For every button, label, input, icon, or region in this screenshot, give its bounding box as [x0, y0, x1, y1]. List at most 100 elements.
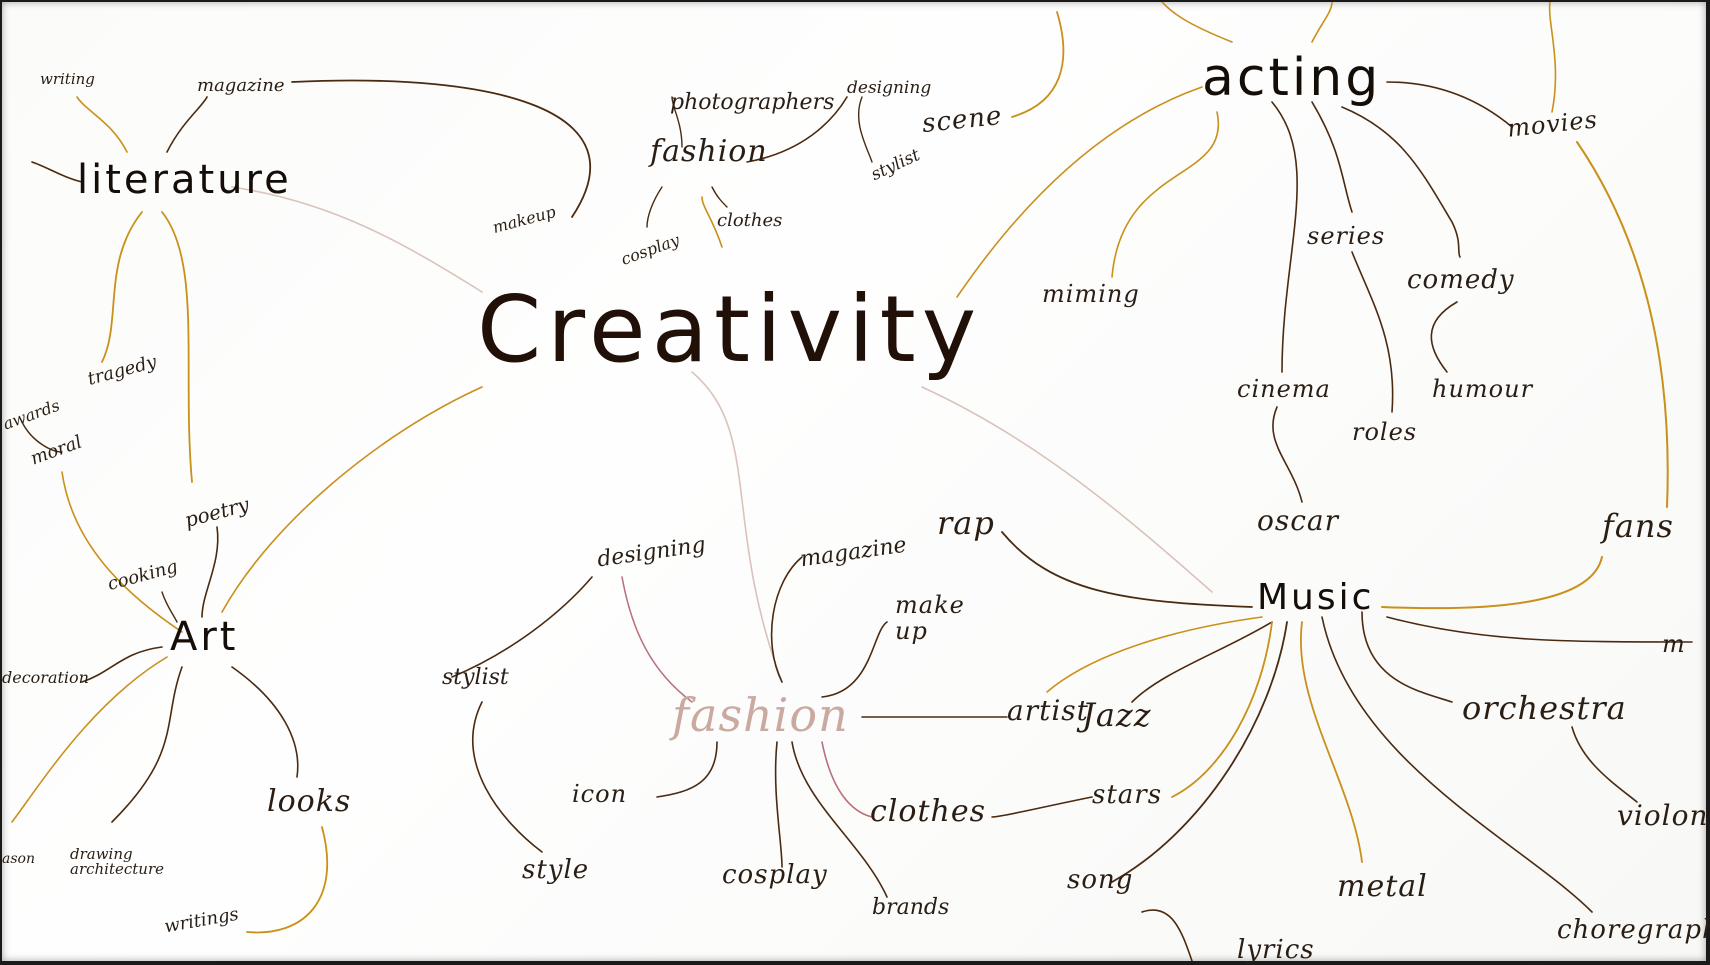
link-designing-fashion-bottom	[621, 576, 693, 703]
link-designing-stylist	[857, 96, 873, 163]
link-creativity-literature	[231, 186, 483, 293]
node-cinema: cinema	[1237, 375, 1331, 403]
node-magazine-literature: magazine	[197, 75, 285, 96]
node-artist: artist	[1007, 694, 1089, 727]
link-acting-miming	[1111, 111, 1220, 278]
link-music-rap	[1001, 531, 1253, 608]
node-ason: ason	[2, 851, 35, 867]
node-scene: scene	[920, 100, 1004, 140]
node-stylist-bottom: stylist	[442, 665, 509, 690]
link-designing-stylist-bottom	[451, 576, 593, 678]
link-fashion-clothes	[711, 186, 728, 208]
link-music-m	[1386, 616, 1693, 643]
node-writing: writing	[40, 70, 95, 88]
link-acting-top-left	[1161, 2, 1233, 43]
link-series-roles	[1351, 251, 1394, 413]
link-fashion-photographers	[671, 96, 683, 148]
link-fashion-cosplay-bottom	[774, 741, 783, 868]
link-fashion-makeup	[821, 621, 888, 698]
link-cinema-oscar	[1272, 406, 1303, 503]
link-comedy-humour	[1430, 301, 1458, 373]
node-photographers: photographers	[670, 90, 835, 115]
link-creativity-acting	[956, 86, 1203, 298]
link-acting-cinema	[1271, 101, 1298, 373]
node-choregraphy: choregraphy	[1557, 915, 1710, 945]
link-orchestra-violon	[1571, 726, 1638, 803]
link-acting-top-right	[1311, 2, 1333, 43]
node-designing-top: designing	[847, 78, 932, 98]
node-clothes-bottom: clothes	[870, 794, 986, 829]
link-music-stars	[1171, 621, 1273, 798]
node-make-up-bottom: make up	[895, 591, 965, 646]
node-acting: acting	[1202, 48, 1382, 108]
link-music-fans	[1381, 556, 1603, 610]
node-decoration: decoration	[2, 668, 89, 687]
link-fashion-icon	[656, 741, 718, 798]
link-art-drawing	[111, 666, 183, 823]
node-brands: brands	[872, 895, 950, 920]
link-literature-magazine	[166, 96, 208, 153]
link-creativity-art	[221, 386, 483, 613]
node-miming: miming	[1042, 280, 1140, 308]
node-comedy: comedy	[1407, 265, 1515, 295]
link-magazine-makeup	[291, 79, 592, 218]
node-cosplay-bottom: cosplay	[722, 860, 828, 890]
link-literature-edge	[31, 161, 83, 183]
link-stars-clothes	[991, 796, 1093, 818]
link-music-artist	[1046, 616, 1263, 693]
link-cooking-art	[161, 591, 178, 623]
link-literature-poetry	[161, 211, 193, 483]
node-fans: fans	[1602, 507, 1674, 545]
link-art-decoration	[81, 646, 163, 683]
node-icon: icon	[572, 780, 628, 808]
node-drawing-architecture: drawing architecture	[70, 845, 165, 878]
link-song-lyrics	[1141, 909, 1193, 961]
node-literature: literature	[77, 157, 292, 203]
link-poetry-art	[201, 526, 219, 618]
link-fashion-cosplay	[646, 186, 663, 228]
node-m-edge: m	[1662, 630, 1686, 658]
node-violon: violon	[1617, 799, 1709, 832]
link-movies-top	[1548, 2, 1557, 113]
link-music-song	[1111, 621, 1288, 883]
link-creativity-fashion-top	[701, 196, 723, 248]
link-music-jazz	[1131, 621, 1273, 703]
node-looks: looks	[267, 784, 352, 819]
node-style: style	[522, 855, 590, 885]
link-music-orchestra	[1361, 611, 1453, 703]
link-fashion-magazine	[770, 556, 803, 683]
link-music-metal	[1300, 621, 1363, 863]
node-fashion-bottom: fashion	[672, 688, 849, 742]
link-art-looks	[231, 666, 299, 778]
node-humour: humour	[1432, 375, 1534, 403]
link-moral-art	[61, 471, 183, 633]
link-fashion-designing	[746, 96, 848, 163]
node-jazz: Jazz	[1082, 696, 1152, 734]
link-awards-moral	[21, 421, 63, 453]
link-scene-acting	[1011, 11, 1065, 118]
node-oscar: oscar	[1257, 504, 1339, 537]
node-clothes-top: clothes	[717, 210, 783, 231]
link-movies-fans	[1576, 141, 1669, 508]
link-looks-writings	[246, 826, 328, 934]
node-orchestra: orchestra	[1462, 689, 1627, 727]
node-music: Music	[1257, 577, 1375, 618]
link-acting-comedy	[1341, 106, 1461, 258]
link-creativity-music	[921, 386, 1213, 593]
node-rap: rap	[937, 504, 995, 542]
node-metal: metal	[1337, 869, 1428, 904]
link-stylist-style	[472, 701, 543, 853]
node-stars: stars	[1092, 780, 1163, 810]
node-art: Art	[170, 614, 239, 660]
link-fashion-brands	[791, 741, 888, 898]
central-node: Creativity	[477, 276, 983, 383]
link-literature-writing	[76, 96, 128, 153]
node-roles: roles	[1352, 418, 1418, 446]
link-fashion-clothes-bottom	[821, 741, 873, 818]
node-lyrics: lyrics	[1237, 935, 1315, 965]
link-music-choregraphy	[1321, 616, 1593, 913]
link-creativity-fashion-bottom	[691, 371, 783, 683]
node-series: series	[1307, 222, 1386, 250]
